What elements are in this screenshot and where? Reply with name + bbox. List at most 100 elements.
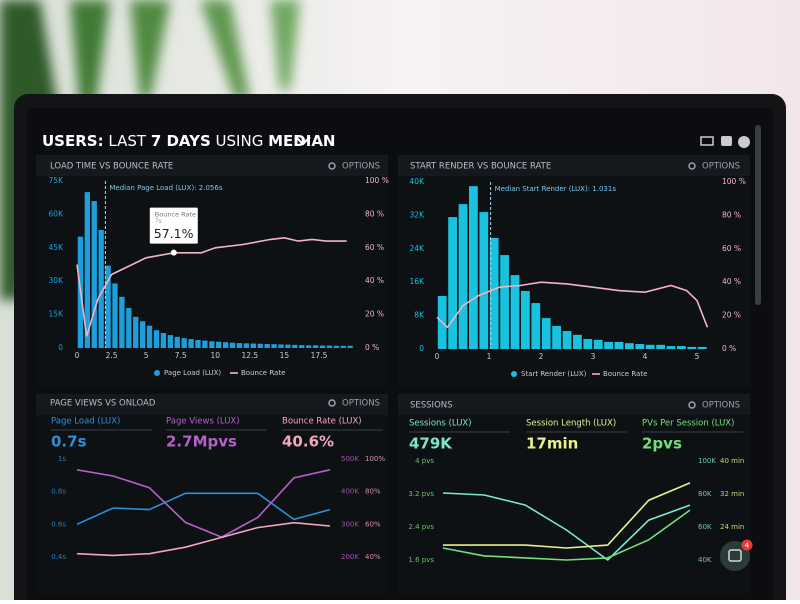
bar bbox=[285, 344, 291, 348]
title-part: USING bbox=[216, 132, 264, 150]
y-tick-label: 40K bbox=[410, 177, 426, 186]
monitor-icon[interactable] bbox=[700, 136, 714, 146]
y2-tick-label: 40 % bbox=[365, 276, 384, 285]
bar bbox=[666, 346, 676, 349]
bar bbox=[250, 343, 256, 348]
stat-value: 2.7Mpvs bbox=[166, 433, 237, 451]
bar bbox=[133, 316, 139, 348]
axis-tick-label: 80% bbox=[365, 488, 381, 496]
legend-label[interactable]: Bounce Rate bbox=[241, 369, 285, 377]
y2-tick-label: 60 % bbox=[722, 244, 741, 253]
tooltip-name: Bounce Rate bbox=[155, 211, 196, 219]
y-tick-label: 45K bbox=[49, 243, 65, 252]
gear-icon bbox=[328, 162, 336, 170]
bar bbox=[562, 331, 572, 349]
help-icon[interactable] bbox=[738, 136, 750, 148]
bar bbox=[312, 345, 319, 348]
title-part: 7 DAYS bbox=[151, 132, 211, 150]
y-tick-label: 75K bbox=[49, 176, 65, 185]
options-button[interactable]: OPTIONS bbox=[702, 401, 740, 411]
axis-tick-label: 40% bbox=[365, 553, 381, 561]
scrollbar[interactable] bbox=[755, 125, 761, 305]
gear-icon bbox=[688, 162, 696, 170]
panel-header bbox=[398, 155, 750, 176]
legend-label[interactable]: Bounce Rate bbox=[603, 370, 647, 378]
options-button[interactable]: OPTIONS bbox=[342, 399, 380, 409]
stat-value: 0.7s bbox=[51, 433, 87, 451]
legend-label[interactable]: Page Load (LUX) bbox=[164, 369, 221, 377]
panel-title: START RENDER VS BOUNCE RATE bbox=[410, 162, 551, 172]
median-annotation: Median Start Render (LUX): 1.031s bbox=[495, 185, 617, 193]
stat-label: Page Views (LUX) bbox=[166, 417, 240, 427]
axis-tick-label: 0.6s bbox=[51, 520, 66, 528]
y2-tick-label: 0 % bbox=[365, 343, 379, 352]
y-tick-label: 60K bbox=[49, 209, 65, 218]
median-annotation: Median Page Load (LUX): 2.056s bbox=[109, 184, 222, 192]
stat-value: 2pvs bbox=[642, 435, 682, 453]
y-tick-label: 0 bbox=[419, 344, 424, 353]
x-tick-label: 3 bbox=[591, 352, 596, 361]
series-line bbox=[76, 236, 347, 337]
bar bbox=[489, 237, 499, 349]
chat-badge bbox=[741, 539, 753, 551]
series-line bbox=[443, 482, 691, 549]
axis-tick-label: 100% bbox=[365, 455, 385, 463]
bar bbox=[188, 339, 194, 348]
axis-tick-label: 60K bbox=[698, 523, 712, 531]
bar bbox=[167, 335, 173, 348]
dropdown-chevron[interactable] bbox=[295, 136, 311, 146]
axis-tick-label: 60% bbox=[365, 520, 381, 528]
bar bbox=[521, 290, 530, 349]
y-tick-label: 24K bbox=[410, 244, 426, 253]
gear-icon bbox=[328, 399, 336, 407]
chat-button[interactable] bbox=[720, 541, 750, 571]
x-tick-label: 5 bbox=[144, 351, 149, 360]
bar bbox=[257, 343, 263, 348]
stat-label: Sessions (LUX) bbox=[409, 419, 472, 429]
y2-tick-label: 40 % bbox=[722, 277, 741, 286]
bar bbox=[209, 341, 215, 348]
stat-value: 479K bbox=[409, 435, 453, 453]
y-tick-label: 30K bbox=[49, 276, 65, 285]
dashboard-title[interactable]: USERS: LAST 7 DAYS USING MEDIAN bbox=[42, 132, 335, 150]
bar bbox=[174, 336, 180, 348]
axis-tick-label: 0.8s bbox=[51, 488, 66, 496]
x-tick-label: 17.5 bbox=[311, 351, 328, 360]
stat-value: 40.6% bbox=[282, 433, 334, 451]
title-part: USERS: bbox=[42, 132, 104, 150]
bar bbox=[656, 344, 665, 349]
bar bbox=[625, 343, 634, 349]
bar bbox=[541, 318, 551, 349]
x-tick-label: 12.5 bbox=[242, 351, 259, 360]
legend-label[interactable]: Start Render (LUX) bbox=[521, 370, 587, 378]
tooltip bbox=[149, 207, 198, 244]
axis-tick-label: 100K bbox=[698, 457, 716, 465]
x-tick-label: 10 bbox=[211, 351, 221, 360]
axis-tick-label: 1s bbox=[58, 455, 66, 463]
legend-swatch bbox=[154, 370, 160, 376]
bar bbox=[552, 326, 561, 349]
legend-swatch bbox=[511, 371, 517, 377]
axis-tick-label: 32 min bbox=[720, 490, 744, 498]
tooltip-value: 57.1% bbox=[154, 226, 194, 241]
options-button[interactable]: OPTIONS bbox=[342, 162, 380, 172]
bar bbox=[202, 340, 208, 348]
axis-tick-label: 80K bbox=[698, 490, 712, 498]
bar bbox=[635, 343, 645, 349]
image-icon[interactable] bbox=[721, 136, 732, 146]
bar bbox=[510, 275, 520, 349]
axis-tick-label: 500K bbox=[341, 455, 359, 463]
bar bbox=[278, 344, 284, 348]
bar bbox=[195, 339, 201, 348]
bar bbox=[146, 325, 153, 348]
x-tick-label: 15 bbox=[280, 351, 290, 360]
bar bbox=[677, 346, 686, 349]
options-button[interactable]: OPTIONS bbox=[702, 162, 740, 172]
bar bbox=[119, 296, 125, 348]
bar bbox=[500, 255, 509, 349]
x-tick-label: 7.5 bbox=[175, 351, 187, 360]
x-tick-label: 0 bbox=[75, 351, 80, 360]
chat-badge-count: 4 bbox=[745, 542, 750, 550]
